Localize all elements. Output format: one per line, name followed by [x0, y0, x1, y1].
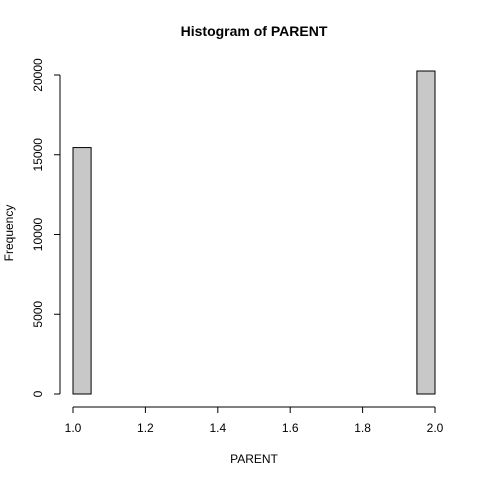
x-tick-label: 1.6: [282, 421, 299, 435]
y-tick-label: 0: [31, 390, 45, 397]
x-axis: 1.0 1.2 1.4 1.6 1.8 2.0: [65, 406, 444, 435]
y-axis-label: Frequency: [2, 205, 16, 262]
bars-group: [72, 70, 436, 395]
y-axis: 0 5000 10000 15000 20000: [31, 58, 61, 397]
x-tick-label: 1.0: [65, 421, 82, 435]
chart-title: Histogram of PARENT: [181, 23, 328, 39]
x-tick-label: 1.4: [209, 421, 226, 435]
histogram-bar: [416, 70, 436, 395]
x-tick-label: 1.2: [137, 421, 154, 435]
x-tick-label: 1.8: [354, 421, 371, 435]
histogram-bar: [72, 147, 92, 395]
y-tick-label: 20000: [31, 58, 45, 92]
x-axis-label: PARENT: [230, 452, 278, 466]
y-tick-label: 10000: [31, 217, 45, 251]
y-tick-label: 5000: [31, 301, 45, 328]
x-tick-label: 2.0: [427, 421, 444, 435]
y-tick-label: 15000: [31, 138, 45, 172]
